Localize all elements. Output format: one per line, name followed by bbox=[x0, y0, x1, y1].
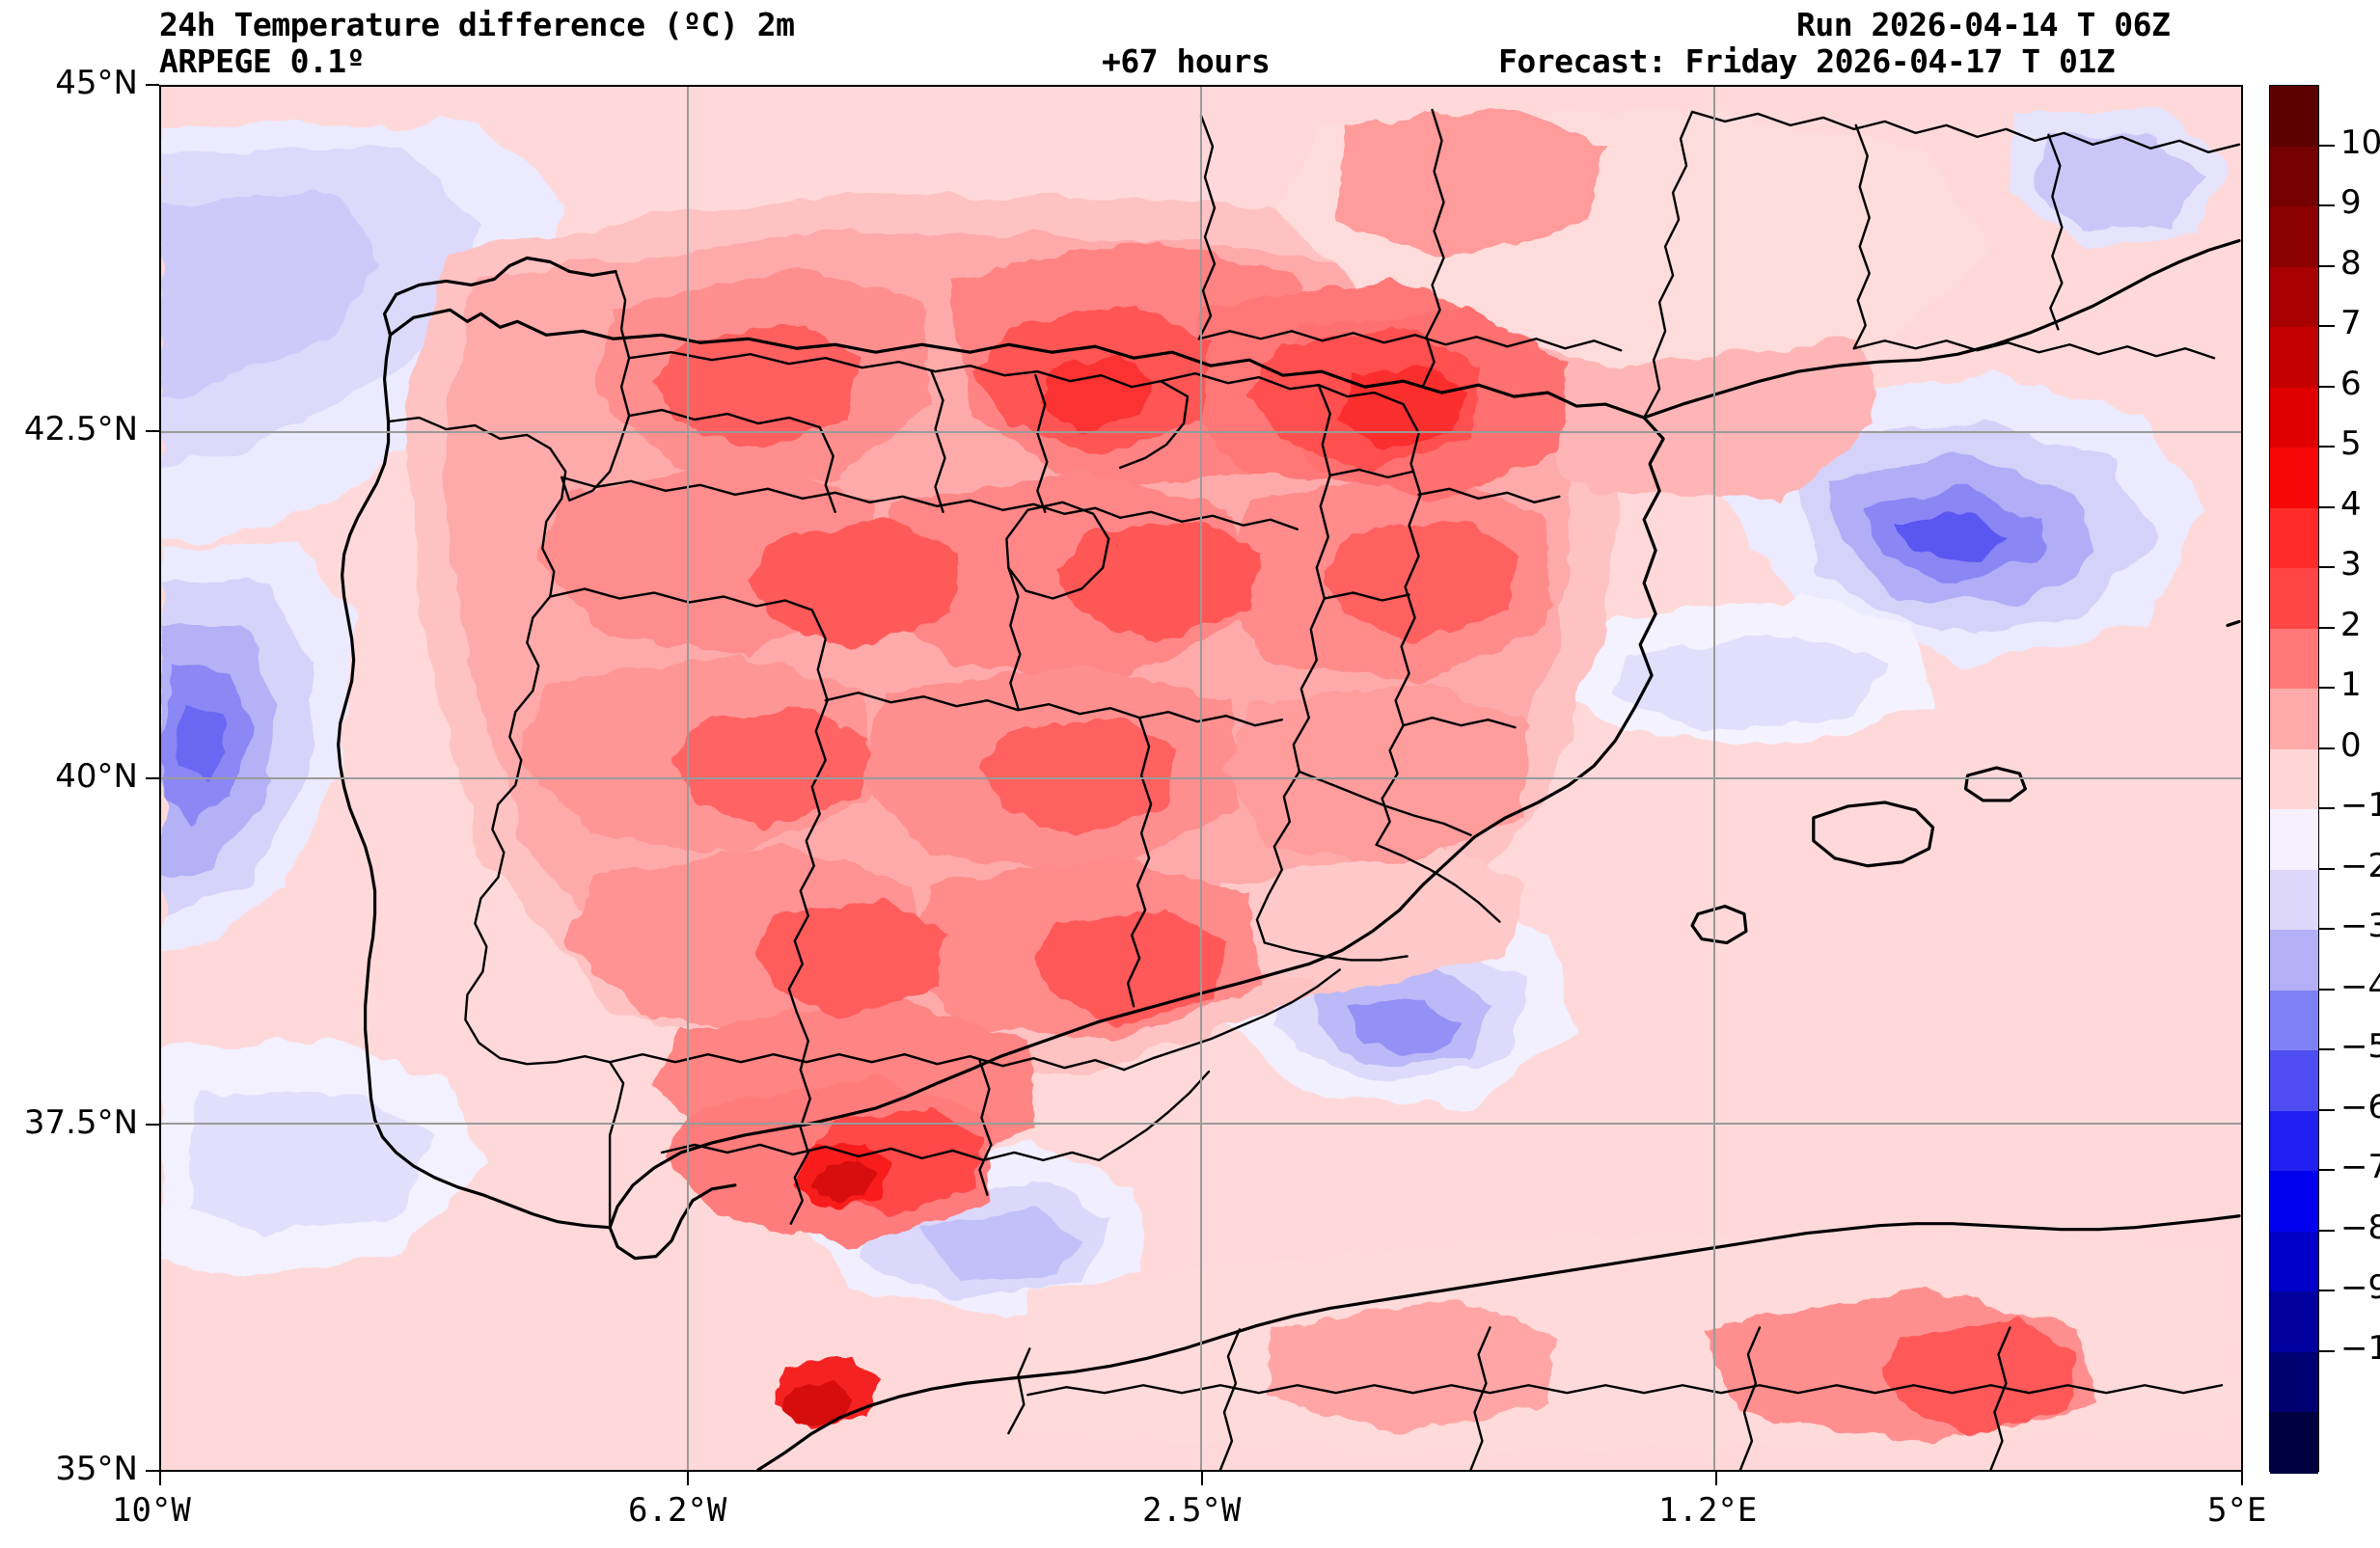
colorbar-segment bbox=[2270, 146, 2318, 207]
colorbar-segment bbox=[2270, 1291, 2318, 1353]
colorbar-tick bbox=[2319, 867, 2335, 870]
colorbar-segment bbox=[2270, 869, 2318, 931]
colorbar-segment bbox=[2270, 748, 2318, 810]
colorbar-tick bbox=[2319, 687, 2335, 690]
colorbar-tick bbox=[2319, 505, 2335, 508]
colorbar-tick-label: −2 bbox=[2340, 846, 2380, 885]
colorbar-tick-label: −1 bbox=[2340, 786, 2380, 826]
colorbar-tick bbox=[2319, 325, 2335, 328]
colorbar-segment bbox=[2270, 387, 2318, 448]
y-tick-40 bbox=[146, 777, 159, 779]
x-axis-label-2-5w: 2.5°W bbox=[1142, 1491, 1242, 1530]
x-tick-1-2e bbox=[1715, 1472, 1717, 1485]
colorbar-tick bbox=[2319, 1048, 2335, 1051]
colorbar-tick-label: 7 bbox=[2340, 304, 2362, 343]
y-axis-label-37-5: 37.5°N bbox=[23, 1103, 138, 1142]
map-plot-area bbox=[159, 85, 2243, 1472]
colorbar-tick bbox=[2319, 807, 2335, 810]
colorbar-tick-label: −4 bbox=[2340, 966, 2380, 1006]
x-axis-label-6-2w: 6.2°W bbox=[628, 1491, 727, 1530]
colorbar-tick-label: −7 bbox=[2340, 1148, 2380, 1187]
y-tick-45 bbox=[146, 84, 159, 86]
colorbar-tick bbox=[2319, 204, 2335, 207]
colorbar-tick bbox=[2319, 928, 2335, 931]
colorbar-segment bbox=[2270, 628, 2318, 690]
colorbar-segment bbox=[2270, 1231, 2318, 1293]
colorbar-segment bbox=[2270, 86, 2318, 148]
x-tick-10w bbox=[159, 1472, 161, 1485]
colorbar-tick-label: 4 bbox=[2340, 484, 2362, 524]
colorbar-tick bbox=[2319, 1169, 2335, 1172]
colorbar-segment bbox=[2270, 448, 2318, 509]
colorbar-tick-label: −6 bbox=[2340, 1087, 2380, 1127]
page-title: 24h Temperature difference (ºC) 2m bbox=[159, 6, 795, 43]
x-tick-5e bbox=[2241, 1472, 2243, 1485]
x-tick-2-5w bbox=[1201, 1472, 1203, 1485]
colorbar-tick bbox=[2319, 144, 2335, 147]
colorbar-tick-label: 1 bbox=[2340, 665, 2362, 705]
colorbar-segment bbox=[2270, 327, 2318, 389]
colorbar-tick-label: −8 bbox=[2340, 1208, 2380, 1247]
colorbar-tick bbox=[2319, 1349, 2335, 1352]
colorbar-segment bbox=[2270, 689, 2318, 750]
colorbar-segment bbox=[2270, 266, 2318, 328]
colorbar-segment bbox=[2270, 568, 2318, 630]
lead-time-label: +67 hours bbox=[1102, 42, 1271, 80]
x-axis-label-10w: 10°W bbox=[112, 1491, 191, 1530]
colorbar-tick bbox=[2319, 566, 2335, 569]
colorbar-tick-label: −10 bbox=[2340, 1328, 2380, 1368]
colorbar-tick-label: −3 bbox=[2340, 907, 2380, 946]
colorbar-tick-label: 5 bbox=[2340, 424, 2362, 464]
colorbar-tick bbox=[2319, 747, 2335, 749]
colorbar-tick-label: 9 bbox=[2340, 183, 2362, 223]
colorbar-segment bbox=[2270, 507, 2318, 569]
run-time-label: Run 2026-04-14 T 06Z bbox=[1796, 6, 2171, 43]
colorbar-segment bbox=[2270, 809, 2318, 871]
graticule bbox=[161, 87, 2241, 1470]
colorbar-tick bbox=[2319, 1229, 2335, 1232]
colorbar-tick-label: 8 bbox=[2340, 243, 2362, 283]
colorbar-tick bbox=[2319, 385, 2335, 388]
colorbar-tick bbox=[2319, 264, 2335, 267]
colorbar-tick-label: 3 bbox=[2340, 545, 2362, 584]
y-axis-label-40: 40°N bbox=[55, 757, 138, 796]
y-tick-35 bbox=[146, 1470, 159, 1472]
colorbar-tick-label: 6 bbox=[2340, 364, 2362, 403]
colorbar-tick bbox=[2319, 626, 2335, 629]
x-axis-label-1-2e: 1.2°E bbox=[1658, 1491, 1758, 1530]
x-axis-label-5e: 5°E bbox=[2207, 1491, 2267, 1530]
model-label: ARPEGE 0.1º bbox=[159, 42, 366, 80]
colorbar-segment bbox=[2270, 1412, 2318, 1474]
colorbar-segment bbox=[2270, 1351, 2318, 1414]
colorbar-tick-label: 0 bbox=[2340, 725, 2362, 765]
colorbar-tick bbox=[2319, 988, 2335, 991]
temperature-difference-contour-map bbox=[161, 87, 2241, 1470]
forecast-time-label: Forecast: Friday 2026-04-17 T 01Z bbox=[1498, 42, 2116, 80]
colorbar-tick bbox=[2319, 1290, 2335, 1292]
y-axis-label-35: 35°N bbox=[55, 1450, 138, 1488]
y-axis-label-45: 45°N bbox=[55, 64, 138, 102]
colorbar-tick-label: 2 bbox=[2340, 605, 2362, 644]
colorbar-segment bbox=[2270, 1110, 2318, 1172]
colorbar-segment bbox=[2270, 1171, 2318, 1233]
colorbar-segment bbox=[2270, 930, 2318, 991]
colorbar-segment bbox=[2270, 1050, 2318, 1112]
colorbar-tick bbox=[2319, 1108, 2335, 1111]
colorbar-segment bbox=[2270, 990, 2318, 1051]
colorbar bbox=[2269, 85, 2319, 1474]
colorbar-segment bbox=[2270, 206, 2318, 268]
y-tick-37 bbox=[146, 1124, 159, 1126]
x-tick-6-2w bbox=[687, 1472, 689, 1485]
colorbar-tick bbox=[2319, 446, 2335, 448]
y-axis-label-42-5: 42.5°N bbox=[23, 410, 138, 448]
colorbar-tick-label: −9 bbox=[2340, 1268, 2380, 1308]
colorbar-tick-label: 10 bbox=[2340, 122, 2380, 162]
colorbar-tick-label: −5 bbox=[2340, 1027, 2380, 1067]
y-tick-42 bbox=[146, 430, 159, 432]
